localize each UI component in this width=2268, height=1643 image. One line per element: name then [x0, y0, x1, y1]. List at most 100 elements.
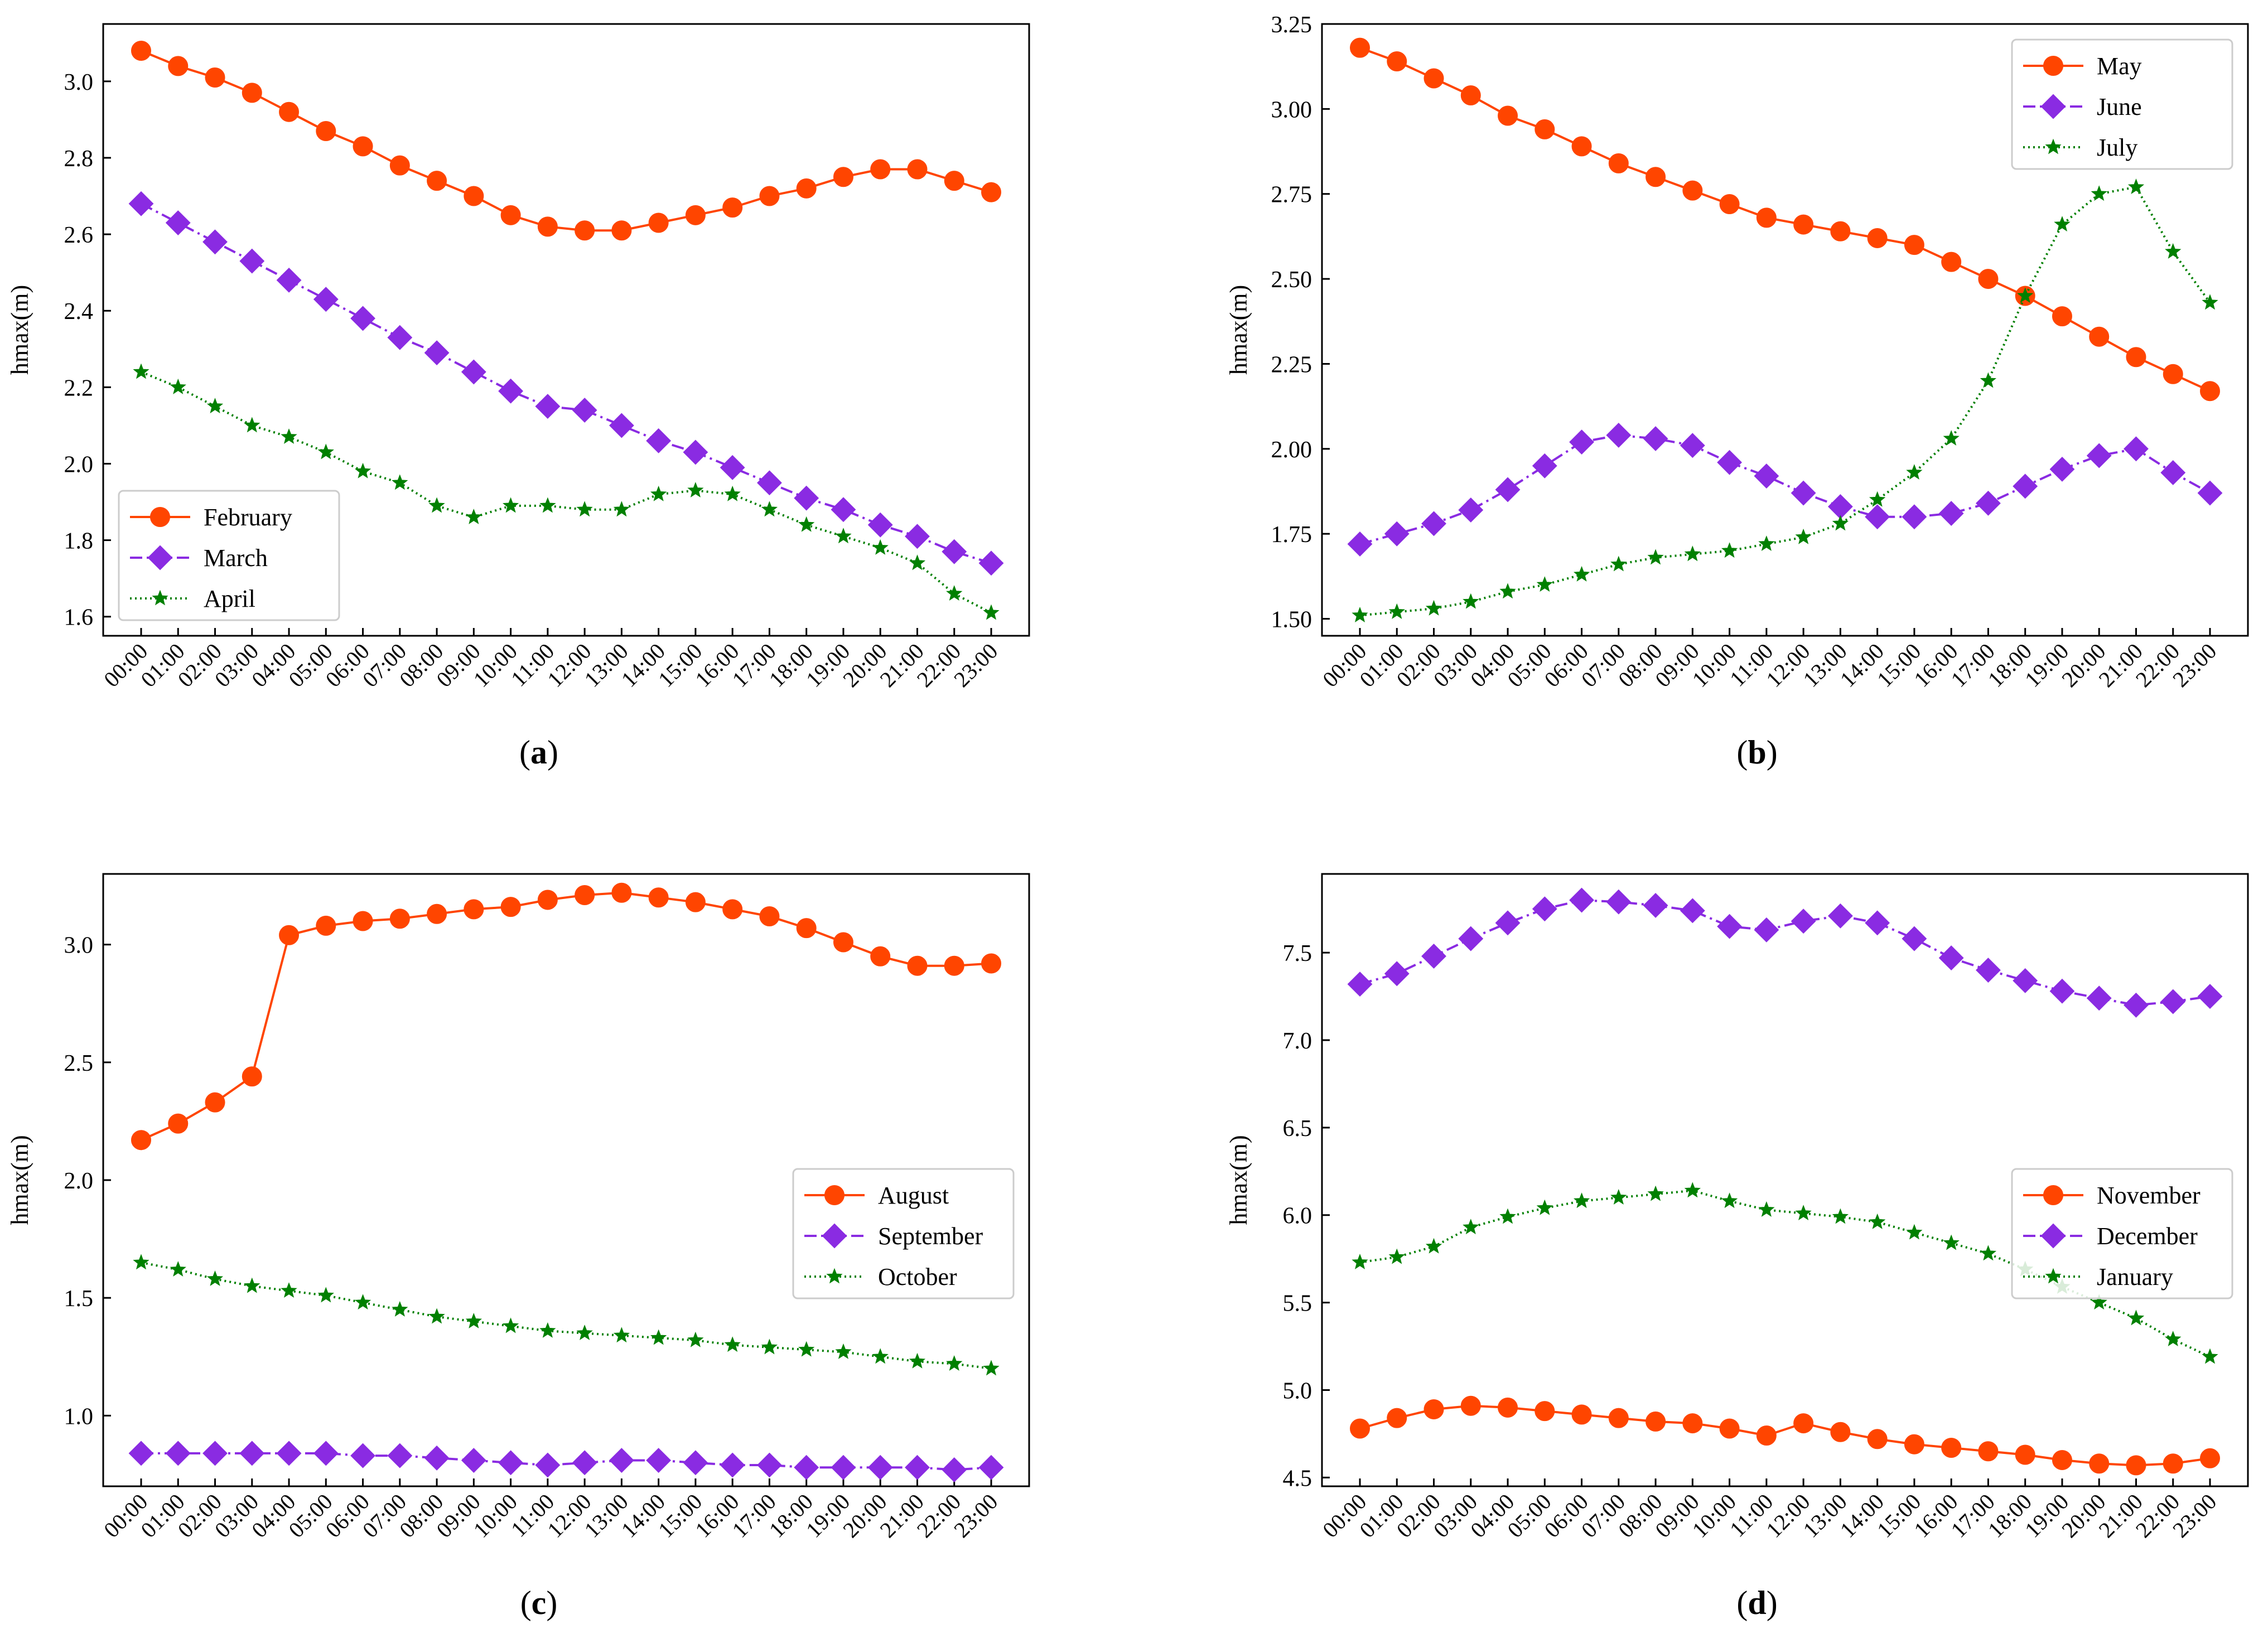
data-point [313, 287, 339, 312]
data-point [1384, 521, 1410, 547]
legend-box [792, 1168, 1015, 1299]
data-point [1460, 1395, 1481, 1416]
data-point [2013, 968, 2038, 993]
data-point [465, 509, 482, 524]
data-point [2049, 978, 2075, 1004]
data-point [276, 267, 302, 293]
data-point [133, 363, 149, 379]
legend-marker [152, 589, 168, 606]
data-point [1680, 433, 1705, 458]
data-point [1573, 1192, 1590, 1209]
legend: May June July [2011, 38, 2233, 170]
data-point [572, 1450, 597, 1476]
data-point [1865, 910, 1890, 936]
data-point [281, 1282, 297, 1298]
data-point [1571, 1404, 1592, 1425]
data-point [279, 925, 300, 945]
data-point [502, 497, 519, 513]
data-point [835, 1343, 852, 1359]
y-tick-label: 1.0 [64, 1404, 94, 1429]
data-point [205, 67, 225, 88]
data-point [1978, 269, 1999, 289]
data-point [1384, 961, 1410, 987]
y-tick-label: 2.0 [64, 1168, 94, 1194]
legend-box [2011, 38, 2233, 170]
y-axis-label: hmax(m) [1225, 285, 1252, 375]
plot-frame [102, 23, 1030, 637]
data-point [1421, 944, 1446, 969]
data-point [206, 398, 224, 414]
data-point [1498, 1397, 1518, 1418]
data-point [2163, 364, 2183, 384]
series-line [141, 50, 992, 232]
data-point [1906, 1224, 1923, 1240]
data-point [685, 892, 706, 912]
data-point [1350, 37, 1370, 58]
legend-marker [824, 1185, 845, 1205]
data-point [1499, 583, 1516, 599]
y-axis-label: hmax(m) [6, 1135, 33, 1225]
data-point [1463, 593, 1479, 609]
data-point [1754, 917, 1779, 943]
data-point [1795, 528, 1812, 544]
data-point [2160, 460, 2186, 485]
data-point [609, 413, 634, 438]
legend-label: July [2097, 134, 2137, 161]
data-point [909, 554, 926, 571]
data-point [1425, 1238, 1442, 1254]
data-point [239, 248, 265, 274]
data-point [1532, 896, 1557, 922]
data-point [720, 455, 745, 480]
data-point [1980, 372, 1997, 388]
data-point [1719, 1418, 1740, 1439]
data-point [1827, 494, 1853, 519]
data-point [1938, 501, 1964, 526]
legend-label: March [204, 544, 268, 572]
data-point [392, 474, 408, 490]
data-point [2127, 1309, 2145, 1326]
series-april [133, 363, 1000, 620]
data-point [202, 1441, 228, 1466]
series-line [1359, 434, 2211, 545]
data-point [276, 1441, 302, 1466]
data-point [1534, 1401, 1555, 1422]
legend-marker [826, 1268, 843, 1284]
data-point [833, 932, 853, 953]
series-march [128, 191, 1004, 576]
data-point [389, 909, 410, 929]
data-point [572, 398, 597, 423]
data-point [757, 470, 782, 496]
data-point [424, 1445, 450, 1471]
legend-marker [2045, 1268, 2062, 1284]
data-point [165, 1441, 191, 1466]
data-point [1795, 1205, 1812, 1221]
data-point [537, 890, 558, 910]
data-point [1647, 549, 1664, 565]
legend-marker [2040, 1223, 2066, 1249]
data-point [687, 482, 704, 497]
data-point [1387, 51, 1407, 72]
y-tick-label: 2.25 [1271, 352, 1312, 378]
data-point [1867, 228, 1888, 248]
data-point [313, 1441, 339, 1466]
y-tick-label: 2.4 [64, 299, 94, 325]
data-point [500, 897, 521, 917]
y-axis-label: hmax(m) [1225, 1135, 1252, 1225]
data-point [1458, 497, 1484, 523]
data-point [316, 120, 336, 141]
legend-marker [2043, 56, 2063, 76]
data-point [724, 1336, 741, 1352]
data-point [576, 501, 593, 517]
data-point [128, 191, 154, 216]
data-point [1569, 887, 1594, 913]
data-point [2202, 1348, 2218, 1364]
data-point [353, 136, 373, 157]
data-point [202, 229, 228, 255]
data-point [867, 512, 893, 538]
data-point [1832, 1208, 1849, 1224]
data-point [2200, 1448, 2220, 1468]
series-line [1359, 899, 2211, 1007]
data-point [535, 394, 561, 419]
data-point [1460, 85, 1481, 105]
data-point [831, 497, 856, 523]
